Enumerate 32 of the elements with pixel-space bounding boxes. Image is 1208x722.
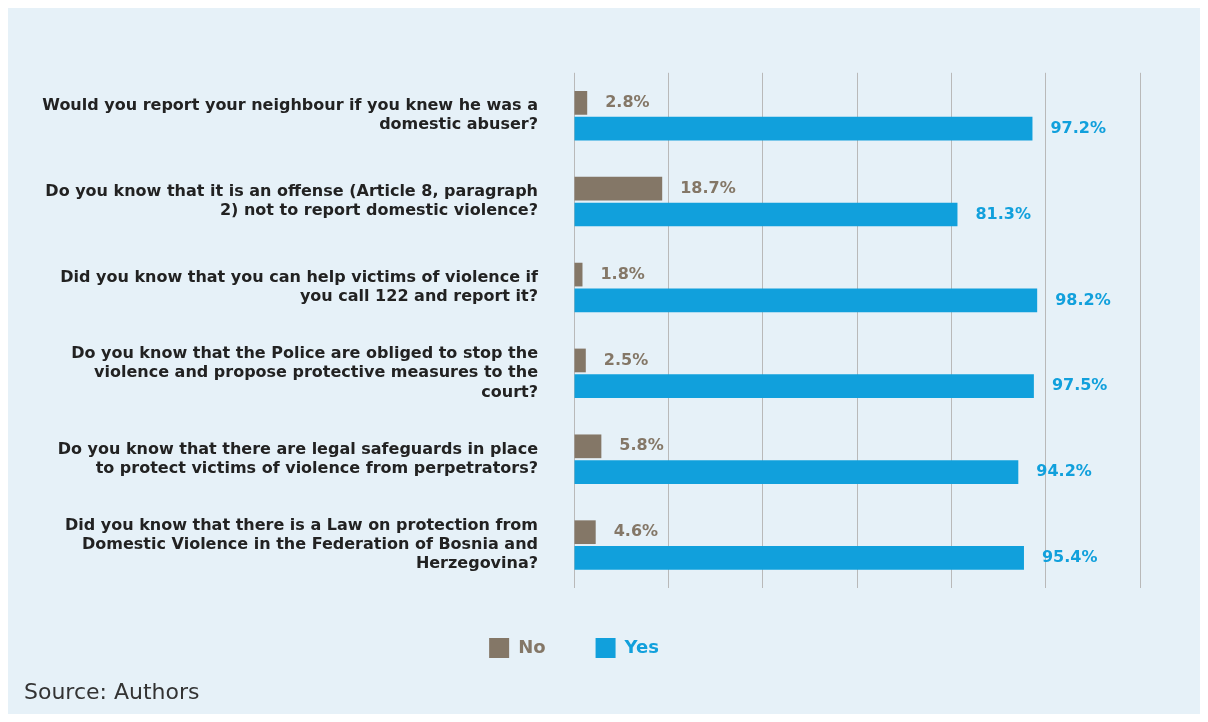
- y-tick-label: Would you report your neighbour if you knew he was a domestic abuser?: [42, 95, 538, 134]
- data-label: 81.3%: [975, 203, 1031, 223]
- y-tick-label: Did you know that there is a Law on protection from Domestic Violence in the Federation of Bosnia and Herzegovina?: [65, 515, 538, 573]
- data-label: 4.6%: [613, 521, 659, 541]
- data-label: 95.4%: [1041, 547, 1098, 567]
- data-label: 97.2%: [1050, 117, 1106, 137]
- bar: [574, 202, 958, 227]
- legend-label: Yes: [623, 635, 659, 657]
- bar: [574, 116, 1033, 141]
- bar: [574, 176, 663, 201]
- bar: [574, 348, 586, 373]
- bar: [574, 520, 596, 545]
- data-label: 2.5%: [603, 349, 649, 369]
- y-tick-label: Did you know that you can help victims of violence if you call 122 and report it?: [60, 267, 540, 306]
- source-note: Source: Authors: [24, 679, 200, 704]
- data-label: 2.8%: [605, 92, 650, 112]
- bar: [574, 546, 1024, 570]
- bar: [574, 460, 1019, 484]
- data-label: 18.7%: [680, 177, 736, 197]
- y-tick-label: Do you know that it is an offense (Article 8, paragraph 2) not to report domestic violence?: [45, 181, 538, 220]
- bar: [574, 288, 1038, 313]
- legend-label: No: [518, 635, 546, 657]
- y-tick-label: Do you know that there are legal safeguards in place to protect victims of violence from perpetrators?: [57, 438, 539, 477]
- bar: [574, 374, 1034, 399]
- data-label: 5.8%: [619, 435, 664, 455]
- bar: [574, 434, 602, 459]
- data-label: 94.2%: [1036, 461, 1092, 481]
- y-tick-label: Do you know that the Police are obliged to stop the violence and propose protective measures to the court?: [71, 343, 539, 401]
- bar: [574, 91, 588, 115]
- data-label: 97.5%: [1051, 375, 1108, 395]
- data-label: 98.2%: [1055, 289, 1111, 309]
- data-label: 1.8%: [600, 263, 645, 283]
